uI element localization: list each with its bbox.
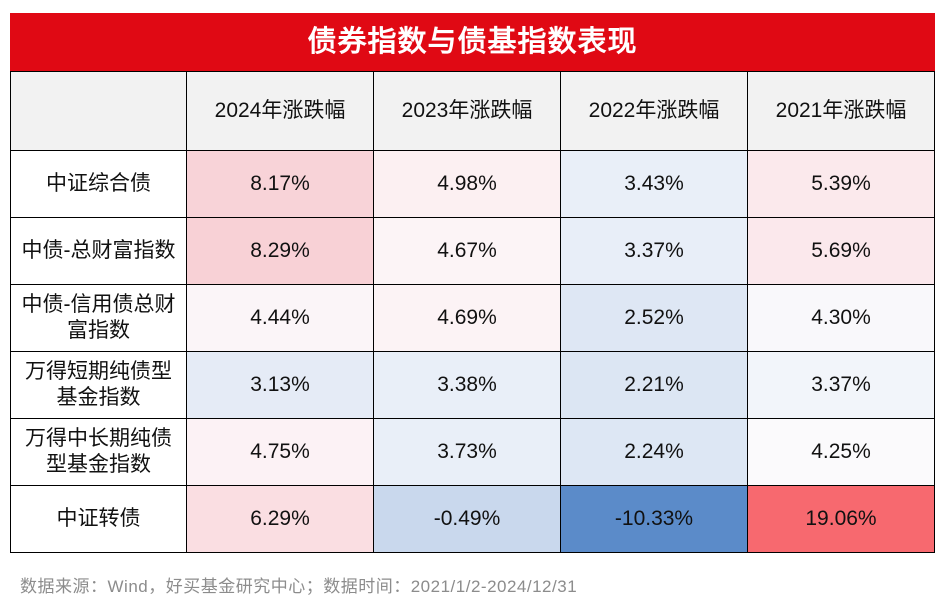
value-cell: 3.43% xyxy=(560,150,748,218)
data-source-note: 数据来源：Wind，好买基金研究中心；数据时间：2021/1/2-2024/12… xyxy=(20,577,578,596)
column-header-2021: 2021年涨跌幅 xyxy=(747,71,935,151)
value-cell: -0.49% xyxy=(373,485,561,553)
value-cell: 3.38% xyxy=(373,351,561,419)
row-label: 中债-总财富指数 xyxy=(10,217,187,285)
value-cell: 2.21% xyxy=(560,351,748,419)
value-cell: 4.98% xyxy=(373,150,561,218)
row-label: 中债-信用债总财富指数 xyxy=(10,284,187,352)
value-cell: -10.33% xyxy=(560,485,748,553)
value-cell: 4.25% xyxy=(747,418,935,486)
value-cell: 4.67% xyxy=(373,217,561,285)
bond-index-table-card: 债券指数与债基指数表现 2024年涨跌幅 2023年涨跌幅 2022年涨跌幅 2… xyxy=(10,13,935,553)
value-cell: 5.39% xyxy=(747,150,935,218)
value-cell: 3.13% xyxy=(186,351,374,419)
table-title: 债券指数与债基指数表现 xyxy=(10,13,935,71)
value-cell: 19.06% xyxy=(747,485,935,553)
value-cell: 4.75% xyxy=(186,418,374,486)
header-row: 2024年涨跌幅 2023年涨跌幅 2022年涨跌幅 2021年涨跌幅 xyxy=(10,71,935,151)
value-cell: 6.29% xyxy=(186,485,374,553)
value-cell: 4.69% xyxy=(373,284,561,352)
column-header-2024: 2024年涨跌幅 xyxy=(186,71,374,151)
performance-table: 2024年涨跌幅 2023年涨跌幅 2022年涨跌幅 2021年涨跌幅 中证综合… xyxy=(10,71,935,553)
value-cell: 3.73% xyxy=(373,418,561,486)
table-row: 万得短期纯债型基金指数 3.13% 3.38% 2.21% 3.37% xyxy=(10,351,935,419)
table-row: 中债-总财富指数 8.29% 4.67% 3.37% 5.69% xyxy=(10,217,935,285)
row-label: 万得短期纯债型基金指数 xyxy=(10,351,187,419)
value-cell: 4.44% xyxy=(186,284,374,352)
value-cell: 3.37% xyxy=(560,217,748,285)
table-row: 中债-信用债总财富指数 4.44% 4.69% 2.52% 4.30% xyxy=(10,284,935,352)
table-row: 中证综合债 8.17% 4.98% 3.43% 5.39% xyxy=(10,150,935,218)
value-cell: 2.24% xyxy=(560,418,748,486)
row-label: 中证转债 xyxy=(10,485,187,553)
table-row: 中证转债 6.29% -0.49% -10.33% 19.06% xyxy=(10,485,935,553)
value-cell: 2.52% xyxy=(560,284,748,352)
corner-cell xyxy=(10,71,187,151)
row-label: 中证综合债 xyxy=(10,150,187,218)
row-label: 万得中长期纯债型基金指数 xyxy=(10,418,187,486)
value-cell: 3.37% xyxy=(747,351,935,419)
value-cell: 8.17% xyxy=(186,150,374,218)
value-cell: 8.29% xyxy=(186,217,374,285)
value-cell: 4.30% xyxy=(747,284,935,352)
column-header-2022: 2022年涨跌幅 xyxy=(560,71,748,151)
column-header-2023: 2023年涨跌幅 xyxy=(373,71,561,151)
value-cell: 5.69% xyxy=(747,217,935,285)
table-row: 万得中长期纯债型基金指数 4.75% 3.73% 2.24% 4.25% xyxy=(10,418,935,486)
